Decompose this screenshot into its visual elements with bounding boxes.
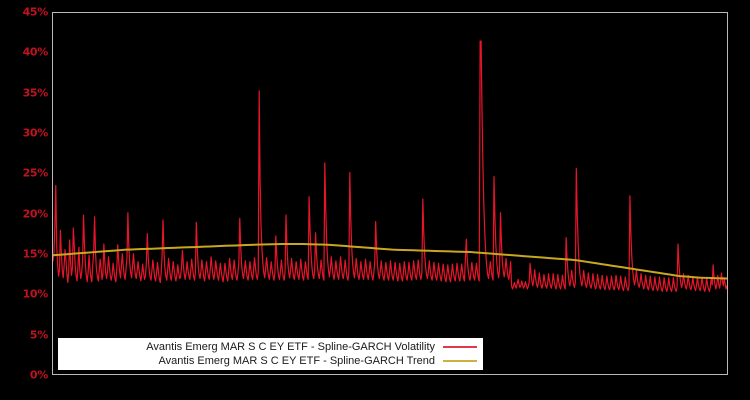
y-axis-tick-25: 25%	[22, 166, 49, 180]
volatility-series-line	[53, 40, 727, 292]
y-axis-tick-0: 0%	[29, 368, 48, 382]
trend-series-line	[53, 243, 727, 280]
y-axis-tick-35: 35%	[22, 86, 49, 100]
y-axis-tick-20: 20%	[22, 207, 49, 221]
series-canvas	[53, 40, 727, 292]
y-axis-tick-15: 15%	[22, 247, 49, 261]
line-swatch-volatility-icon	[443, 346, 477, 348]
y-axis-tick-10: 10%	[22, 287, 49, 301]
legend-item-volatility: Avantis Emerg MAR S C EY ETF - Spline-GA…	[58, 340, 479, 354]
y-axis-tick-30: 30%	[22, 126, 49, 140]
y-axis-tick-40: 40%	[22, 45, 49, 59]
chart-legend: Avantis Emerg MAR S C EY ETF - Spline-GA…	[58, 338, 483, 370]
y-axis-tick-5: 5%	[29, 328, 48, 342]
legend-item-trend: Avantis Emerg MAR S C EY ETF - Spline-GA…	[58, 354, 479, 368]
plot-area	[52, 12, 728, 375]
line-swatch-trend-icon	[443, 360, 477, 362]
legend-label-volatility: Avantis Emerg MAR S C EY ETF - Spline-GA…	[146, 341, 435, 353]
legend-label-trend: Avantis Emerg MAR S C EY ETF - Spline-GA…	[158, 355, 435, 367]
y-axis-tick-45: 45%	[22, 5, 49, 19]
